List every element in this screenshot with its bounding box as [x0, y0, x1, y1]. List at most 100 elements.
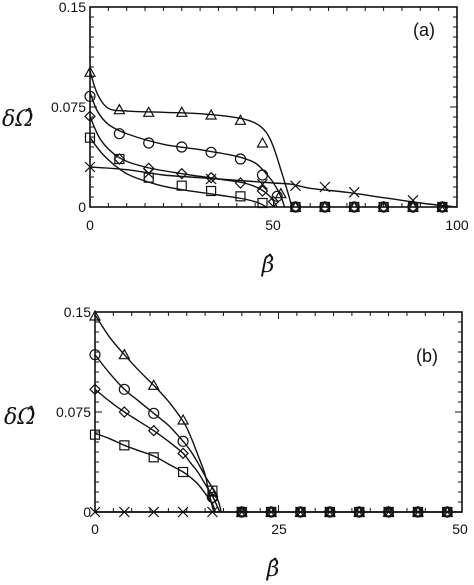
- data-point-square: [407, 201, 419, 213]
- data-point-cross: [290, 180, 301, 192]
- series-curve-circle: [89, 92, 286, 208]
- panel-a-markers: [83, 66, 449, 213]
- panel-b-xtick-mid: 25: [271, 521, 287, 537]
- data-point-square: [412, 506, 424, 518]
- data-point-square: [89, 429, 101, 440]
- data-point-square: [119, 440, 130, 451]
- data-point-cross: [207, 506, 218, 518]
- data-point-square: [442, 506, 453, 518]
- data-point-cross: [441, 506, 453, 518]
- panel-a-tag: (a): [413, 20, 435, 40]
- data-point-cross: [265, 506, 277, 518]
- data-point-cross: [319, 181, 331, 193]
- data-point-diamond: [118, 406, 131, 418]
- panel-a-ytick-mid: 0.075: [51, 99, 86, 115]
- series-curve-diamond: [89, 116, 278, 208]
- panel-a-ytick-top: 0.15: [59, 0, 86, 15]
- data-point-triangle: [177, 413, 190, 425]
- panel-a-xlabel: β̂: [261, 253, 275, 278]
- data-point-square: [295, 506, 306, 518]
- data-point-cross: [353, 506, 365, 518]
- data-point-circle: [148, 407, 160, 419]
- data-point-diamond: [206, 492, 219, 505]
- data-point-circle: [176, 141, 188, 153]
- data-point-diamond: [267, 195, 280, 208]
- panel-b-ytick-top: 0.15: [64, 304, 91, 320]
- data-point-diamond: [175, 167, 188, 180]
- data-point-triangle: [83, 66, 97, 77]
- data-point-square: [114, 153, 125, 165]
- panel-b-xtick-left: 0: [91, 521, 99, 537]
- panel-b-ticks: [95, 312, 462, 512]
- data-point-circle: [118, 383, 130, 395]
- data-point-circle: [143, 137, 155, 149]
- data-point-circle: [177, 435, 189, 447]
- data-point-cross: [412, 506, 424, 518]
- data-point-circle: [271, 190, 283, 202]
- data-point-cross: [236, 506, 248, 518]
- panel-a: (a) 0.15 0.075 0 0 50 100 δΩ̂ β̂: [2, 0, 469, 278]
- panel-b-markers: [88, 309, 454, 518]
- data-point-triangle: [205, 108, 218, 120]
- data-point-cross: [118, 506, 130, 518]
- data-point-circle: [89, 349, 101, 361]
- data-point-circle: [205, 146, 217, 158]
- data-point-square: [206, 185, 217, 197]
- data-point-square: [257, 197, 268, 209]
- series-curve-square: [94, 432, 217, 513]
- data-point-square: [177, 466, 189, 478]
- data-point-cross: [295, 506, 306, 518]
- data-point-triangle: [256, 136, 269, 148]
- panel-a-ytick-bottom: 0: [78, 199, 86, 215]
- panel-b-tag: (b): [416, 346, 438, 366]
- data-point-square: [148, 452, 159, 463]
- data-point-square: [437, 201, 448, 213]
- data-point-diamond: [147, 424, 160, 437]
- data-point-cross: [177, 506, 189, 518]
- data-point-circle: [113, 128, 125, 140]
- panel-b-xlabel: β̂: [266, 557, 280, 582]
- data-point-cross: [383, 506, 395, 518]
- panel-b-ytick-mid: 0.075: [56, 404, 91, 420]
- series-curve-cross: [89, 166, 458, 208]
- data-point-triangle: [175, 106, 188, 117]
- data-point-diamond: [84, 110, 96, 123]
- data-point-square: [324, 506, 335, 518]
- data-point-cross: [348, 186, 360, 198]
- data-point-square: [383, 506, 394, 518]
- series-curve-diamond: [94, 388, 221, 513]
- panel-a-ylabel: δΩ̂: [2, 107, 34, 132]
- data-point-diamond: [89, 383, 101, 396]
- data-point-triangle: [113, 103, 126, 115]
- data-point-cross: [407, 194, 419, 206]
- data-point-circle: [256, 169, 269, 181]
- data-point-circle: [84, 90, 96, 102]
- panel-a-xtick-left: 0: [86, 217, 94, 233]
- data-point-circle: [206, 491, 219, 503]
- data-point-square: [236, 506, 247, 518]
- data-point-triangle: [274, 187, 287, 199]
- data-point-square: [290, 201, 301, 213]
- data-point-diamond: [256, 185, 269, 197]
- data-point-triangle: [142, 106, 155, 117]
- series-curve-triangle: [89, 70, 293, 208]
- panel-a-xtick-right: 100: [445, 217, 469, 233]
- data-point-triangle: [206, 485, 219, 497]
- panel-b-xtick-right: 50: [452, 521, 468, 537]
- data-point-square: [349, 201, 360, 213]
- panel-b-ylabel: δΩ̂: [4, 405, 36, 430]
- data-point-square: [207, 485, 218, 496]
- panel-b-frame: [94, 311, 463, 513]
- data-point-triangle: [118, 348, 131, 360]
- data-point-cross: [84, 161, 96, 173]
- data-point-cross: [257, 178, 268, 190]
- data-point-square: [235, 191, 246, 202]
- panel-b-curves: [94, 314, 462, 513]
- data-point-cross: [143, 168, 155, 180]
- panel-b: (b) 0.15 0.075 0 0 25 50 δΩ̂ β̂: [4, 304, 468, 582]
- series-curve-triangle: [94, 314, 215, 513]
- data-point-square: [266, 506, 277, 518]
- data-point-cross: [205, 173, 217, 185]
- data-point-triangle: [88, 309, 102, 321]
